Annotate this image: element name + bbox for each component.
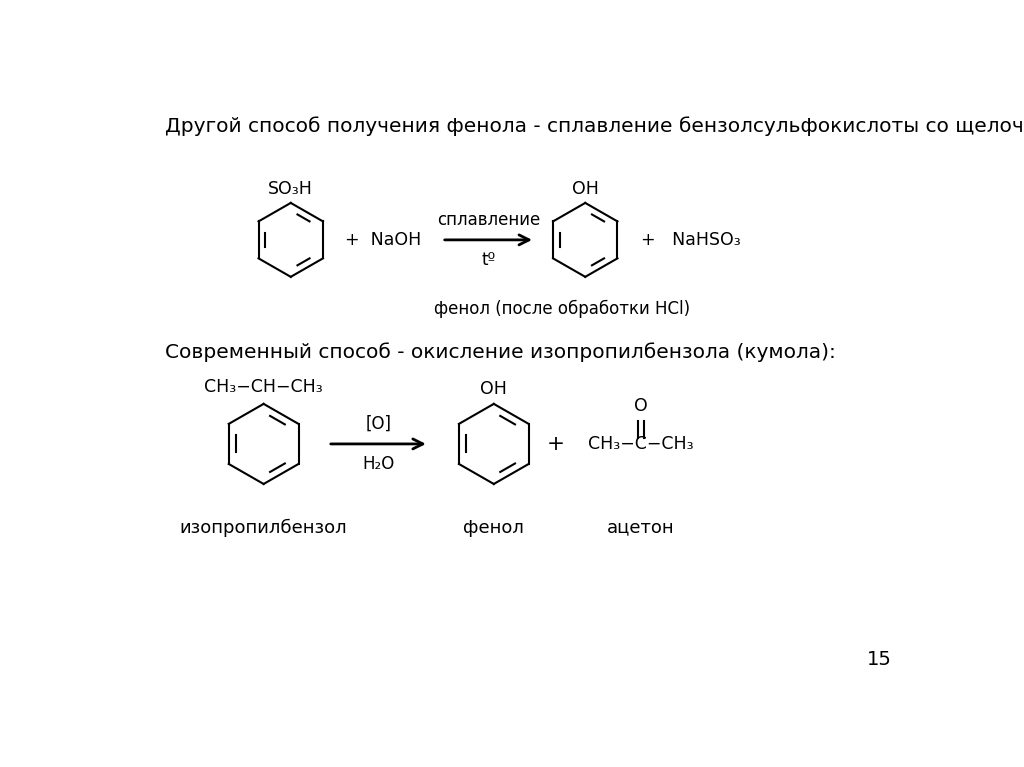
- Text: tº: tº: [481, 251, 496, 268]
- Text: фенол: фенол: [464, 518, 524, 537]
- Text: [O]: [O]: [366, 415, 391, 433]
- Text: Современный способ - окисление изопропилбензола (кумола):: Современный способ - окисление изопропил…: [165, 342, 836, 362]
- Text: фенол (после обработки HCl): фенол (после обработки HCl): [434, 300, 690, 318]
- Text: изопропилбензол: изопропилбензол: [180, 518, 347, 537]
- Text: 15: 15: [866, 650, 891, 669]
- Text: OH: OH: [571, 179, 599, 198]
- Text: O: O: [634, 397, 648, 416]
- Text: H₂O: H₂O: [362, 455, 394, 472]
- Text: +  NaOH: + NaOH: [345, 231, 421, 249]
- Text: ацетон: ацетон: [607, 518, 675, 537]
- Text: CH₃−C−CH₃: CH₃−C−CH₃: [588, 435, 694, 453]
- Text: +   NaHSO₃: + NaHSO₃: [641, 231, 740, 249]
- Text: +: +: [547, 434, 565, 454]
- Text: Другой способ получения фенола - сплавление бензолсульфокислоты со щелочью:: Другой способ получения фенола - сплавле…: [165, 117, 1024, 137]
- Text: сплавление: сплавление: [437, 211, 540, 229]
- Text: SO₃H: SO₃H: [268, 179, 313, 198]
- Text: OH: OH: [480, 380, 507, 398]
- Text: CH₃−CH−CH₃: CH₃−CH−CH₃: [204, 378, 323, 397]
